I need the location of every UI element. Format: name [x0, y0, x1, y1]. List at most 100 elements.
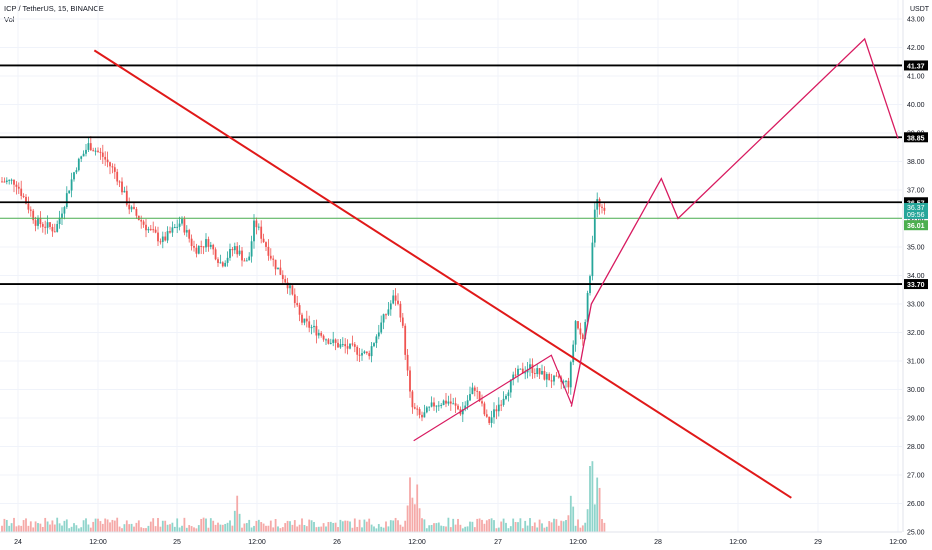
candle-body: [428, 406, 431, 408]
volume-bar: [493, 520, 495, 532]
volume-bar: [505, 522, 507, 532]
volume-bar: [123, 524, 126, 532]
time-axis[interactable]: 24 12:00 25 12:00 26 12:00 27 12:00 28 12:00 29 12:…: [0, 531, 907, 546]
candle-body: [584, 322, 587, 339]
candle-body: [233, 246, 236, 251]
projection-path[interactable]: [570, 37, 899, 407]
candle-body: [94, 150, 97, 152]
volume-bar: [423, 519, 426, 532]
volume-bar: [20, 525, 23, 532]
volume-bar: [51, 520, 54, 532]
volume-bar: [315, 527, 318, 532]
volume-bar: [130, 523, 133, 532]
volume-bar: [217, 522, 219, 532]
volume-bar: [94, 518, 97, 532]
candle-body: [375, 336, 378, 344]
current-price-label: 36.37: [907, 205, 925, 212]
candle-body: [29, 209, 32, 211]
volume-bar: [289, 521, 291, 532]
candle-body: [10, 179, 13, 181]
volume-bar: [279, 528, 282, 532]
candle-body: [435, 405, 438, 407]
volume-bar: [27, 525, 30, 532]
volume-bar: [128, 524, 131, 532]
volume-bar: [541, 523, 543, 532]
candle-body: [349, 343, 351, 349]
price-tick-label: 41.00: [907, 74, 925, 81]
volume-bar: [454, 524, 457, 532]
level-price-tag-bg: [904, 60, 928, 71]
volume-bar: [586, 509, 589, 532]
volume-bar: [361, 527, 363, 532]
volume-bar: [44, 517, 47, 532]
symbol-title[interactable]: ICP / TetherUS, 15, BINANCE: [4, 4, 104, 13]
level-price-tag-bg: [904, 197, 928, 208]
volume-bar: [70, 526, 73, 532]
volume-bar: [68, 528, 71, 532]
grid: [0, 0, 902, 533]
time-tick-label: 12:00: [248, 539, 266, 546]
candle-body: [37, 217, 39, 226]
candle-body: [387, 309, 390, 315]
price-tick-label: 35.00: [907, 245, 925, 252]
candle-body: [140, 220, 143, 222]
price-tick-label: 28.00: [907, 444, 925, 451]
volume-bar: [197, 525, 200, 532]
candle-body: [44, 226, 47, 228]
volume-bar: [555, 519, 558, 532]
candle-body: [296, 303, 299, 306]
candles: [1, 136, 606, 428]
candle-body: [226, 257, 229, 263]
volume-bar: [363, 519, 366, 532]
volume-bar: [526, 525, 529, 532]
descending-trendline[interactable]: [93, 49, 792, 499]
candle-body: [337, 342, 339, 348]
volume-bar: [507, 528, 510, 532]
volume-bar: [329, 521, 332, 532]
triangle-pattern[interactable]: [413, 354, 572, 442]
candle-body: [272, 258, 275, 260]
candle-body: [248, 256, 251, 261]
volume-bar: [80, 527, 83, 532]
volume-bar: [353, 518, 356, 532]
candle-body: [217, 259, 219, 263]
volume-bar: [373, 526, 375, 532]
candle-body: [104, 156, 107, 160]
candle-body: [293, 294, 296, 304]
candle-body: [269, 255, 272, 259]
price-axis[interactable]: USDT43.0042.0041.0040.0039.0038.0037.003…: [902, 0, 930, 537]
volume-bar: [101, 523, 104, 532]
volume-bar: [445, 526, 447, 532]
volume-bar: [183, 517, 186, 532]
volume-bar: [380, 526, 383, 532]
candle-body: [332, 339, 335, 343]
candle-body: [308, 321, 311, 328]
volume-bar: [133, 526, 135, 532]
candle-body: [380, 322, 383, 333]
volume-bar: [92, 521, 95, 532]
volume-bar: [77, 528, 80, 532]
volume-bar: [349, 521, 351, 532]
volume-bar: [596, 477, 599, 532]
volume-bar: [593, 504, 596, 532]
candle-body: [68, 190, 71, 194]
candle-body: [41, 224, 44, 227]
candle-body: [193, 246, 195, 248]
volume-bar: [483, 523, 486, 532]
volume-bar: [481, 519, 483, 532]
candle-body: [51, 226, 54, 232]
candle-body: [92, 150, 95, 152]
volume-bar: [529, 518, 531, 532]
candle-body: [209, 244, 212, 247]
price-tick-label: 36.00: [907, 216, 925, 223]
candle-body: [58, 217, 61, 225]
volume-bar: [536, 527, 539, 532]
volume-bar: [517, 522, 519, 532]
candle-body: [281, 274, 284, 280]
volume-bar: [149, 521, 152, 532]
volume-bar: [286, 520, 289, 532]
candle-body: [63, 207, 66, 214]
volume-bar: [437, 522, 440, 532]
volume-bar: [502, 518, 505, 532]
